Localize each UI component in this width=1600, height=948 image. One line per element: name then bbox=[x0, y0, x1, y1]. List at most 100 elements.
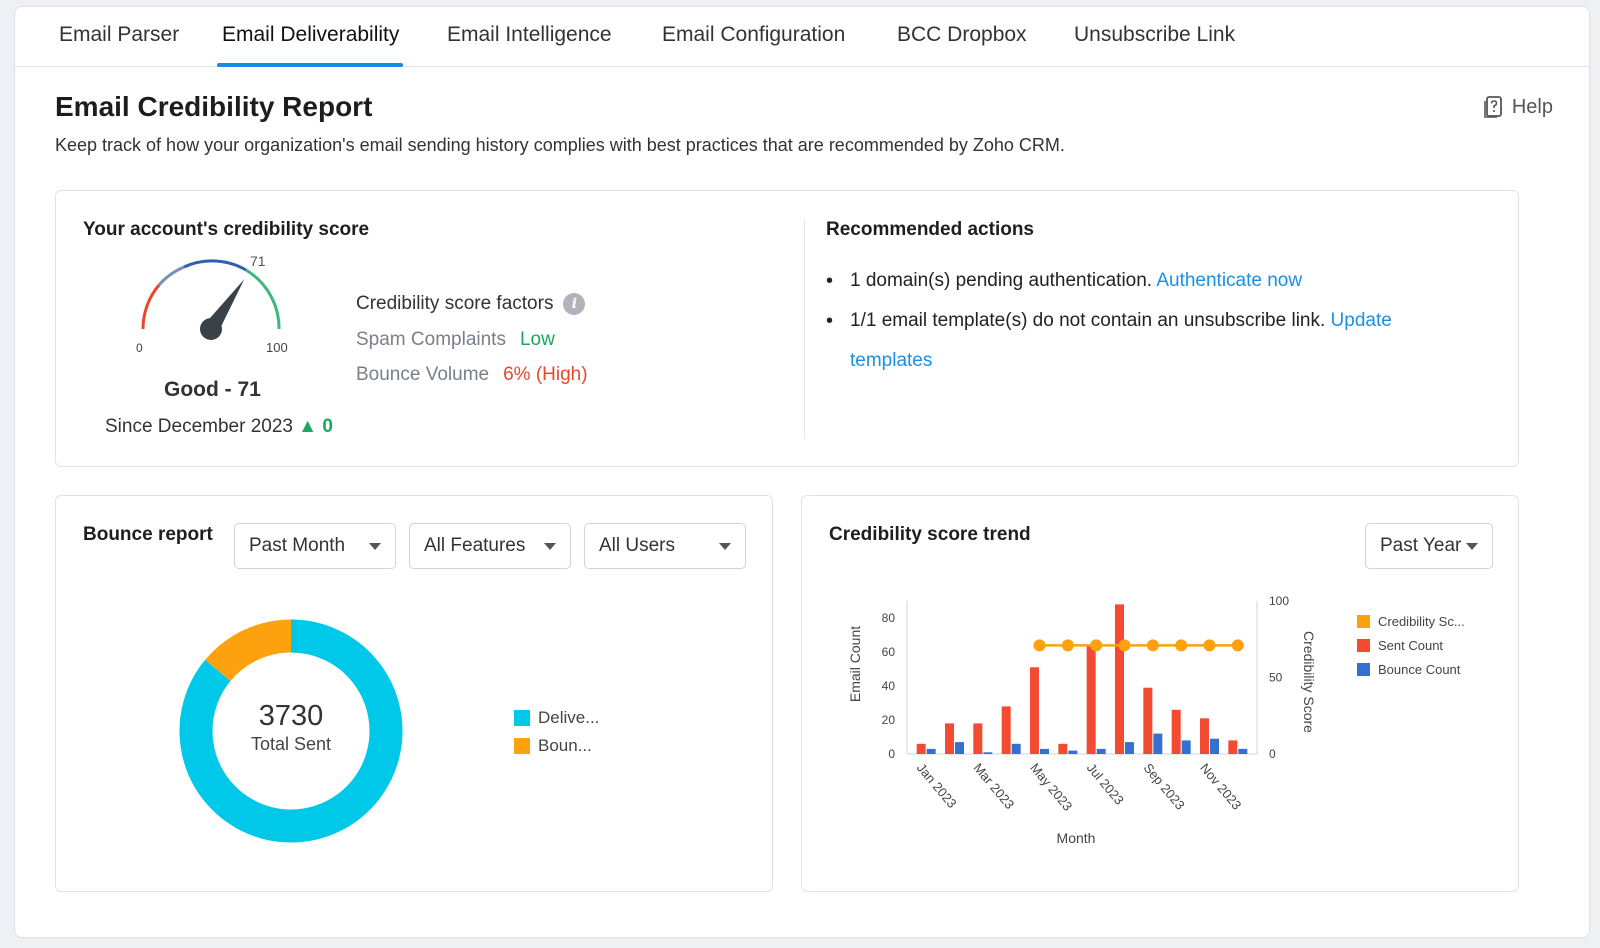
tab-email-deliverability[interactable]: Email Deliverability bbox=[222, 23, 400, 46]
y2-tick-label: 0 bbox=[1269, 747, 1276, 761]
x-tick-label: Mar 2023 bbox=[971, 760, 1018, 812]
bar-bounce-count[interactable] bbox=[1238, 748, 1248, 754]
recommended-actions-title: Recommended actions bbox=[826, 219, 1034, 240]
trend-period-dropdown[interactable]: Past Year bbox=[1365, 523, 1493, 569]
legend-delivered[interactable]: Delive... bbox=[514, 708, 599, 728]
recommended-action-item: 1/1 email template(s) do not contain an … bbox=[826, 301, 1446, 381]
action-text: 1 domain(s) pending authentication. bbox=[850, 270, 1153, 291]
score-text: Good - 71 bbox=[164, 378, 261, 401]
help-button[interactable]: Help bbox=[1484, 95, 1553, 119]
users-dropdown[interactable]: All Users bbox=[584, 523, 746, 569]
credibility-score-point[interactable] bbox=[1090, 639, 1103, 652]
factor-label: Bounce Volume bbox=[356, 364, 490, 385]
bar-bounce-count[interactable] bbox=[1040, 748, 1049, 754]
bar-sent-count[interactable] bbox=[1115, 604, 1124, 754]
factor-label: Spam Complaints bbox=[356, 329, 506, 350]
tab-unsubscribe-link[interactable]: Unsubscribe Link bbox=[1074, 23, 1236, 46]
factors-title-text: Credibility score factors bbox=[356, 293, 554, 314]
x-axis-title: Month bbox=[1057, 830, 1096, 846]
score-delta: ▲ 0 bbox=[298, 416, 333, 437]
bar-bounce-count[interactable] bbox=[1096, 748, 1106, 754]
bar-sent-count[interactable] bbox=[1086, 645, 1096, 754]
factor-value: 6% (High) bbox=[503, 364, 588, 385]
legend-swatch bbox=[514, 710, 530, 726]
gauge-max-label: 100 bbox=[266, 340, 288, 355]
legend-bounce-count[interactable]: Bounce Count bbox=[1357, 662, 1460, 677]
bar-bounce-count[interactable] bbox=[1210, 738, 1219, 754]
bar-bounce-count[interactable] bbox=[1125, 742, 1134, 754]
bounce-report-title: Bounce report bbox=[83, 524, 213, 545]
info-icon[interactable]: i bbox=[563, 293, 586, 315]
help-label: Help bbox=[1511, 95, 1553, 118]
score-delta-value: 0 bbox=[322, 416, 333, 437]
bar-sent-count[interactable] bbox=[945, 723, 954, 754]
bar-bounce-count[interactable] bbox=[926, 748, 936, 754]
tab-email-configuration[interactable]: Email Configuration bbox=[662, 23, 846, 46]
update-templates-link[interactable]: Update templates bbox=[850, 310, 1392, 371]
action-text: 1/1 email template(s) do not contain an … bbox=[850, 310, 1326, 331]
donut-total-value: 3730 bbox=[259, 700, 324, 732]
donut-slice-delivered[interactable] bbox=[179, 619, 403, 843]
credibility-score-point[interactable] bbox=[1146, 639, 1159, 652]
x-tick-label: Sep 2023 bbox=[1141, 760, 1188, 812]
bounce-donut-chart: 3730 Total Sent bbox=[179, 619, 403, 843]
credibility-trend-card: Credibility score trend Past Year 0 20 40 6… bbox=[801, 495, 1519, 892]
credibility-score-point[interactable] bbox=[1231, 639, 1244, 652]
bar-bounce-count[interactable] bbox=[955, 742, 964, 754]
credibility-score-title: Your account's credibility score bbox=[83, 219, 370, 240]
tab-bcc-dropbox[interactable]: BCC Dropbox bbox=[897, 23, 1027, 46]
help-icon bbox=[1484, 96, 1502, 118]
credibility-score-point[interactable] bbox=[1175, 639, 1188, 652]
chevron-down-icon bbox=[369, 543, 381, 550]
bar-sent-count[interactable] bbox=[1171, 709, 1181, 754]
chevron-down-icon bbox=[719, 543, 731, 550]
factor-value: Low bbox=[519, 329, 555, 350]
bar-sent-count[interactable] bbox=[1143, 687, 1153, 754]
authenticate-now-link[interactable]: Authenticate now bbox=[1156, 270, 1303, 291]
legend-credibility-score[interactable]: Credibility Sc... bbox=[1357, 614, 1465, 629]
legend-label: Credibility Sc... bbox=[1378, 614, 1465, 629]
legend-label: Boun... bbox=[538, 736, 592, 755]
factor-spam-complaints: Spam Complaints Low bbox=[356, 329, 555, 351]
features-value: All Features bbox=[424, 535, 526, 556]
gauge-arc-fair bbox=[157, 265, 185, 287]
factors-title: Credibility score factors i bbox=[356, 293, 586, 315]
bar-bounce-count[interactable] bbox=[1153, 733, 1163, 754]
tab-email-parser[interactable]: Email Parser bbox=[59, 23, 180, 46]
y2-tick-label: 100 bbox=[1269, 594, 1289, 608]
bar-sent-count[interactable] bbox=[1058, 743, 1068, 754]
donut-total-label: Total Sent bbox=[251, 734, 331, 754]
bar-sent-count[interactable] bbox=[1001, 706, 1011, 754]
bar-sent-count[interactable] bbox=[1200, 718, 1209, 754]
y-tick-label: 80 bbox=[882, 611, 896, 625]
credibility-score-point[interactable] bbox=[1203, 639, 1216, 652]
credibility-score-point[interactable] bbox=[1061, 639, 1074, 652]
gauge-arc-excellent bbox=[245, 268, 281, 330]
credibility-gauge: 71 0 100 bbox=[136, 253, 288, 355]
bar-sent-count[interactable] bbox=[973, 723, 983, 754]
bar-sent-count[interactable] bbox=[916, 743, 926, 754]
period-dropdown[interactable]: Past Month bbox=[234, 523, 396, 569]
page-title: Email Credibility Report bbox=[55, 91, 373, 122]
tab-email-intelligence[interactable]: Email Intelligence bbox=[447, 23, 612, 46]
legend-label: Sent Count bbox=[1378, 638, 1444, 653]
bar-bounce-count[interactable] bbox=[1181, 740, 1191, 754]
users-value: All Users bbox=[599, 535, 676, 556]
x-tick-label: Nov 2023 bbox=[1197, 760, 1244, 812]
period-value: Past Month bbox=[249, 535, 346, 556]
legend-label: Bounce Count bbox=[1378, 662, 1461, 677]
bar-bounce-count[interactable] bbox=[983, 752, 993, 754]
features-dropdown[interactable]: All Features bbox=[409, 523, 571, 569]
legend-label: Delive... bbox=[538, 708, 600, 727]
bar-bounce-count[interactable] bbox=[1068, 750, 1078, 754]
credibility-score-point[interactable] bbox=[1118, 639, 1131, 652]
credibility-score-point[interactable] bbox=[1033, 639, 1046, 652]
y2-tick-label: 50 bbox=[1269, 671, 1283, 685]
legend-bounced[interactable]: Boun... bbox=[514, 736, 592, 756]
bar-bounce-count[interactable] bbox=[1011, 743, 1021, 754]
bar-sent-count[interactable] bbox=[1030, 667, 1039, 754]
legend-swatch bbox=[514, 738, 530, 754]
bar-sent-count[interactable] bbox=[1228, 740, 1238, 754]
legend-sent-count[interactable]: Sent Count bbox=[1357, 638, 1443, 653]
donut-slice-bounced[interactable] bbox=[205, 619, 292, 682]
